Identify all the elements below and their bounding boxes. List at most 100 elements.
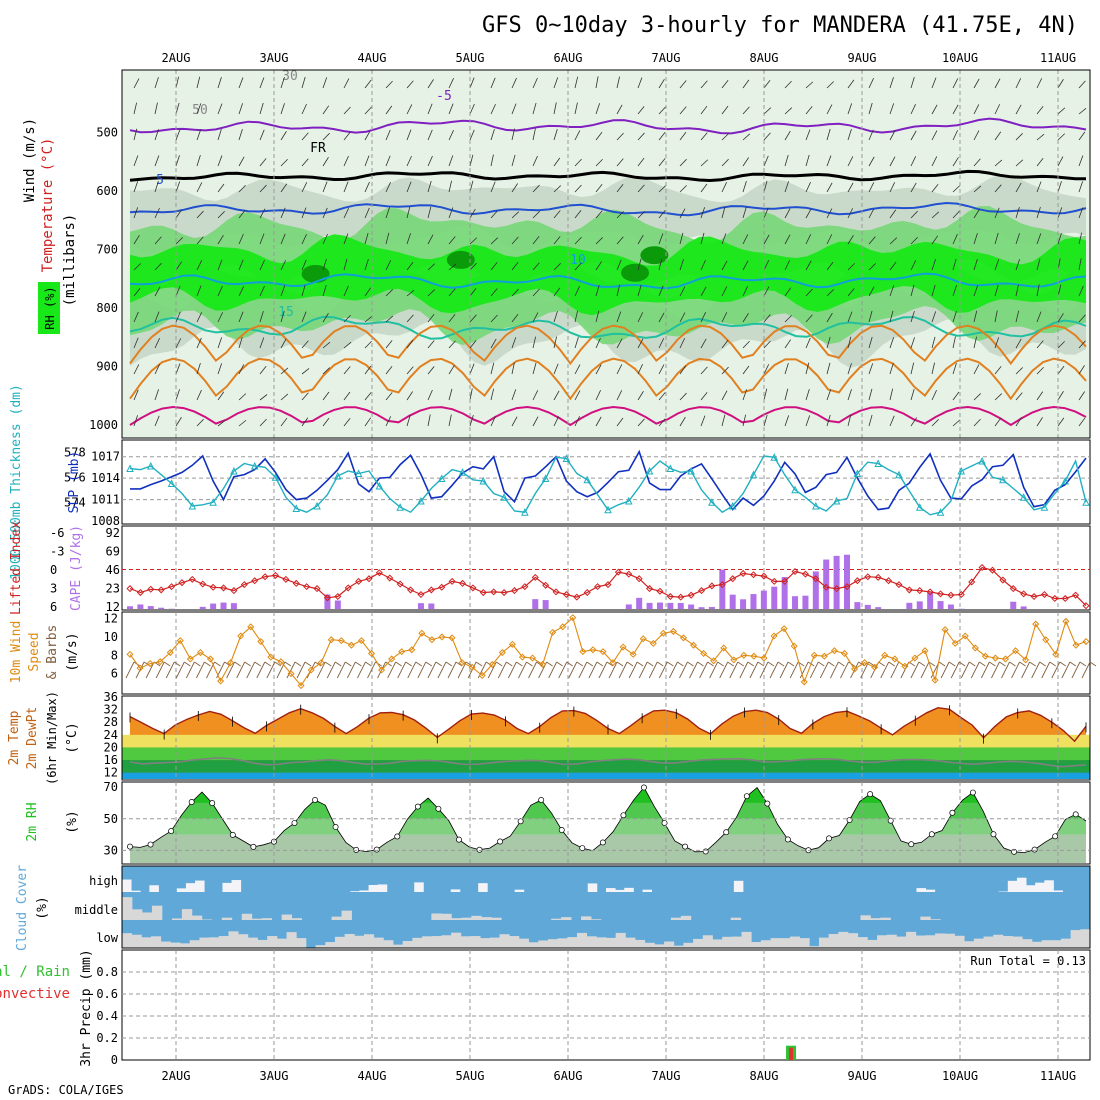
cloud-low-gap-59 xyxy=(693,938,704,948)
wind-barb-8-14 xyxy=(427,289,436,297)
wind-barb-10m-78 xyxy=(910,661,920,679)
wind-barb-4-7 xyxy=(280,183,288,193)
wind-barb-10m-19 xyxy=(316,661,326,679)
wind-barb-13-1 xyxy=(154,415,160,427)
thickness-marker-42 xyxy=(562,454,571,462)
lifted-marker-7 xyxy=(199,580,207,588)
wind-barb-11-39 xyxy=(952,363,957,375)
wind-marker-58 xyxy=(710,657,718,665)
wind-barb-flag-31 xyxy=(445,661,453,667)
cloud-low-gap-21 xyxy=(325,942,336,948)
wind-barb-1-3 xyxy=(196,103,202,115)
lifted-marker-51 xyxy=(656,587,664,595)
thickness-marker-2 xyxy=(146,461,155,470)
wind-barb-flag-89 xyxy=(1029,661,1036,667)
cloud-middle-gap-75 xyxy=(870,918,881,920)
wind-barb-3-14 xyxy=(427,155,433,167)
wind-marker-8 xyxy=(206,655,215,663)
wind-barb-10m-53 xyxy=(658,661,668,679)
temp-ytick-4: 28 xyxy=(104,715,118,729)
slp-ytick-3: 1008 xyxy=(91,514,120,528)
cloud-low-gap-56 xyxy=(664,941,675,948)
cloud-low-gap-63 xyxy=(731,936,742,948)
rh-marker-72 xyxy=(867,791,874,798)
wind-barb-3-21 xyxy=(574,158,582,167)
lifted-marker-24 xyxy=(375,569,383,577)
wind-barb-1-26 xyxy=(679,106,687,115)
thickness-marker-88 xyxy=(1040,503,1049,511)
wind-barb-1-43 xyxy=(1036,106,1044,115)
wind-marker-5 xyxy=(176,637,184,645)
lifted-ylabel: Lifted Index xyxy=(9,521,24,615)
wind-barb-2-31 xyxy=(784,130,791,141)
cloud-low-gap-36 xyxy=(470,936,481,948)
wind-marker-72 xyxy=(851,665,859,673)
rh-marker-90 xyxy=(1052,833,1059,840)
wind-barb-3-20 xyxy=(553,157,561,167)
wind-barb-flag-39 xyxy=(526,661,533,667)
cape-bar-52 xyxy=(667,602,674,609)
thickness-marker-10 xyxy=(230,466,238,475)
wind-barb-10-43 xyxy=(1036,340,1044,349)
wind-barb-flag-57 xyxy=(707,661,714,667)
wind-barb-1-37 xyxy=(910,103,916,115)
wind-barb-13-36 xyxy=(889,415,895,427)
wind-barb-8-41 xyxy=(994,284,999,297)
wind-barb-flag-82 xyxy=(958,661,966,667)
wind-panel: 6 8 10 12 10m Wind Speed & Barbs (m/s) xyxy=(9,611,1097,695)
cloud-middle-gap-35 xyxy=(471,915,482,920)
wind-barb-10-29 xyxy=(742,340,750,349)
temp-band-green xyxy=(122,747,1090,761)
cloud-high-gap-88 xyxy=(925,889,936,892)
temp-contour-5 xyxy=(129,324,1087,366)
thickness-marker-54 xyxy=(687,466,695,475)
wind-barb-flag-60 xyxy=(737,661,745,667)
wind-barb-4-40 xyxy=(973,185,982,193)
rh-ytick-2: 70 xyxy=(104,780,118,794)
wind-marker-53 xyxy=(659,629,667,637)
temp-ytick-1: 16 xyxy=(104,753,118,767)
wind-barb-9-25 xyxy=(658,312,665,323)
cloud-high-gap-1 xyxy=(131,890,141,892)
wind-barb-6-30 xyxy=(763,234,770,245)
wind-barb-flag-48 xyxy=(616,661,624,667)
lifted-marker-22 xyxy=(355,577,363,585)
rh-marker-6 xyxy=(188,799,195,805)
wind-marker-42 xyxy=(549,628,557,636)
wind-barb-4-33 xyxy=(826,182,833,193)
cloud-low-gap-97 xyxy=(1060,938,1072,948)
wind-marker-41 xyxy=(539,660,547,669)
cloud-layer-label-1: middle xyxy=(75,903,118,917)
wind-barb-flag-34 xyxy=(475,661,483,667)
wind-barb-8-1 xyxy=(154,286,161,297)
cape-bar-48 xyxy=(625,604,632,609)
wind-barb-0-21 xyxy=(574,76,579,89)
wind-barb-flag-3 xyxy=(163,661,171,667)
wind-barb-flag-7 xyxy=(204,661,211,667)
wind-barb-9-17 xyxy=(490,314,498,323)
lifted-line xyxy=(129,566,1087,607)
rh-marker-46 xyxy=(599,839,606,846)
wind-barb-12-35 xyxy=(868,388,873,401)
wind-barb-6-31 xyxy=(784,234,791,245)
thickness-marker-14 xyxy=(271,473,280,481)
thickness-marker-64 xyxy=(791,485,799,494)
wind-barb-3-39 xyxy=(952,157,959,167)
cloud-high-gap-25 xyxy=(350,891,360,892)
wind-barb-1-5 xyxy=(238,103,244,115)
wind-barb-3-27 xyxy=(700,159,709,167)
cloud-cover-panel: high middle low Cloud Cover (%) xyxy=(15,865,1091,951)
wind-barb-4-27 xyxy=(700,183,708,193)
cloud-low-gap-49 xyxy=(596,937,607,948)
cape-bar-86 xyxy=(1020,606,1027,609)
cape-bar-85 xyxy=(1010,601,1017,609)
wind-barb-8-38 xyxy=(931,284,936,297)
cape-bar-70 xyxy=(854,602,861,609)
wind-barb-10-14 xyxy=(427,340,435,349)
lifted-marker-79 xyxy=(947,591,955,599)
thickness-marker-0 xyxy=(126,464,134,472)
wind-barb-8-20 xyxy=(553,287,561,297)
wind-barb-0-4 xyxy=(217,77,222,89)
cloud-high-gap-96 xyxy=(998,891,1009,892)
cloud-layer-label-0: high xyxy=(89,874,118,888)
